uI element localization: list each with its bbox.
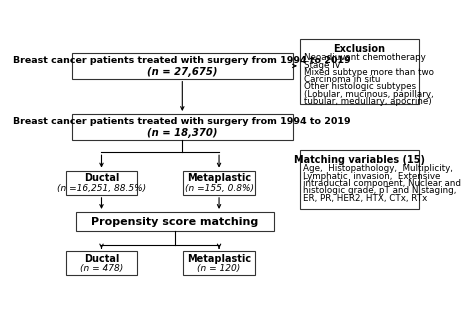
Text: (n = 27,675): (n = 27,675) (147, 67, 218, 77)
Text: Mixed subtype more than two: Mixed subtype more than two (303, 68, 434, 77)
Text: tubular, medullary, apocrine): tubular, medullary, apocrine) (303, 97, 431, 106)
Text: Stage IV: Stage IV (303, 61, 340, 70)
Bar (183, 171, 255, 195)
Text: (Lobular, mucinous, papillary,: (Lobular, mucinous, papillary, (303, 90, 433, 99)
Text: Matching variables (15): Matching variables (15) (294, 155, 425, 165)
Text: (n =155, 0.8%): (n =155, 0.8%) (184, 184, 254, 192)
Text: Carcinoma in situ: Carcinoma in situ (303, 75, 380, 84)
Bar (66, 252, 137, 275)
Text: intraductal component, Nuclear and: intraductal component, Nuclear and (303, 179, 461, 188)
Text: Lymphatic  invasion,  Extensive: Lymphatic invasion, Extensive (303, 172, 440, 181)
Text: ER, PR, HER2, HTX, CTx, RTx: ER, PR, HER2, HTX, CTx, RTx (303, 194, 427, 203)
Text: Exclusion: Exclusion (334, 44, 385, 54)
Text: Other histologic subtypes: Other histologic subtypes (303, 82, 416, 91)
Text: Metaplastic: Metaplastic (187, 173, 251, 183)
Text: Propensity score matching: Propensity score matching (91, 217, 259, 227)
Text: Metaplastic: Metaplastic (187, 254, 251, 264)
Text: Ductal: Ductal (84, 173, 119, 183)
Text: (n = 120): (n = 120) (198, 264, 241, 273)
Text: Ductal: Ductal (84, 254, 119, 264)
Text: (n =16,251, 88.5%): (n =16,251, 88.5%) (57, 184, 146, 192)
Text: histologic grade, pT and N staging,: histologic grade, pT and N staging, (303, 186, 456, 195)
Text: Age,  Histopathology,  Multiplicity,: Age, Histopathology, Multiplicity, (303, 164, 453, 173)
Text: (n = 478): (n = 478) (80, 264, 123, 273)
Bar (183, 252, 255, 275)
Text: Neoadjuvant chemotherapy: Neoadjuvant chemotherapy (303, 53, 425, 62)
Bar (76, 212, 274, 231)
Bar (300, 39, 419, 104)
Text: (n = 18,370): (n = 18,370) (147, 128, 218, 138)
Bar (72, 114, 292, 139)
Bar (300, 150, 419, 210)
Text: Breast cancer patients treated with surgery from 1994 to 2019: Breast cancer patients treated with surg… (13, 117, 351, 126)
Text: Breast cancer patients treated with surgery from 1994 to 2019: Breast cancer patients treated with surg… (13, 56, 351, 65)
Bar (72, 53, 292, 79)
Bar (66, 171, 137, 195)
